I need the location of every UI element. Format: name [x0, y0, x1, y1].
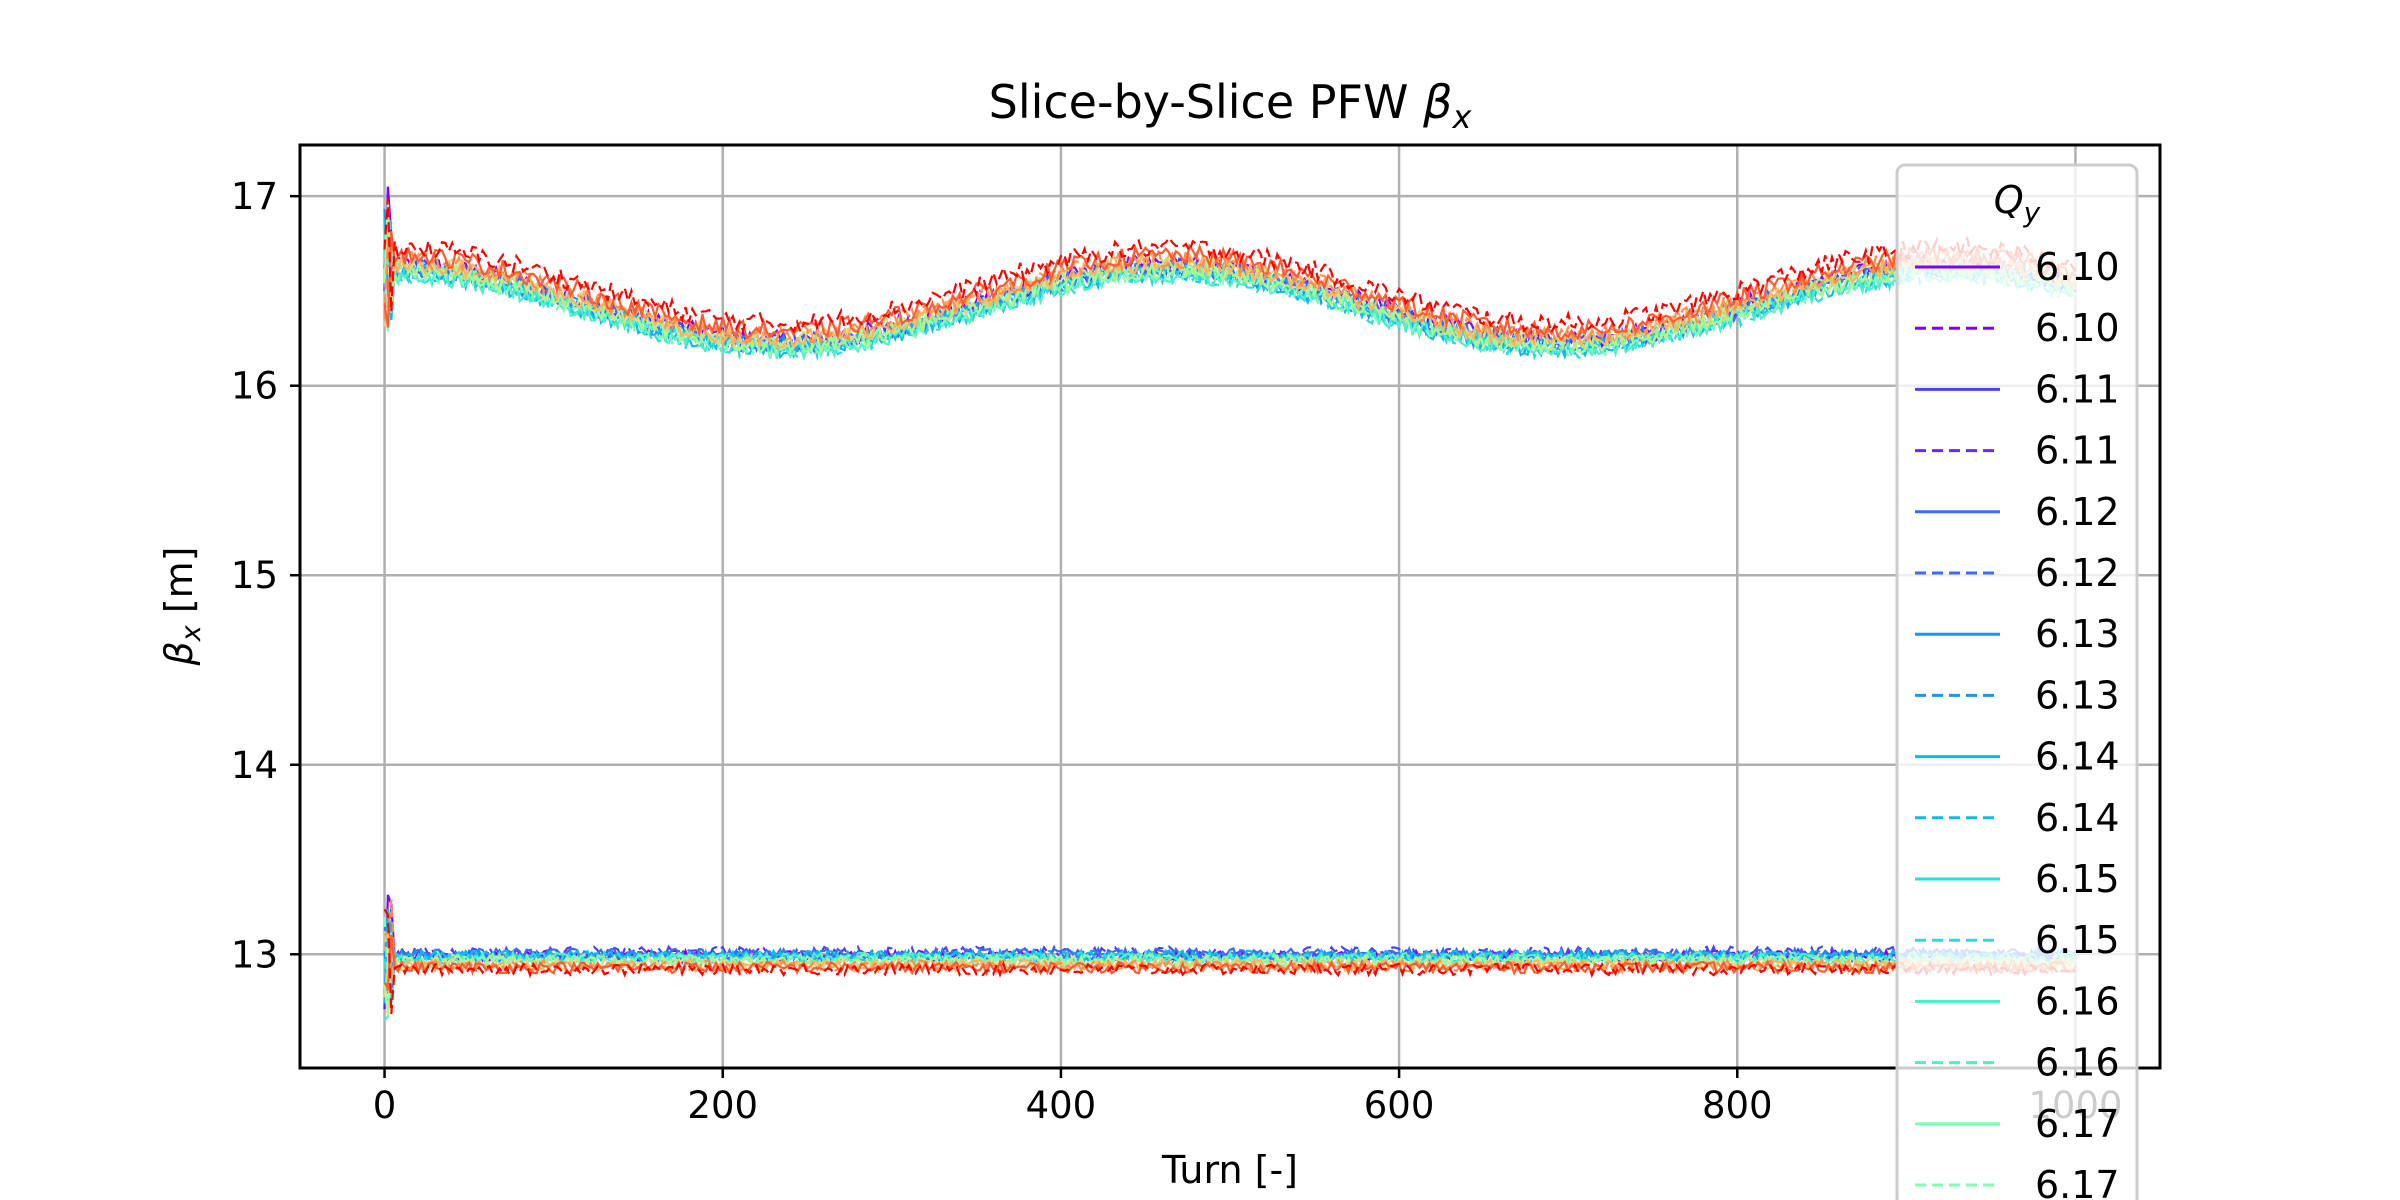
legend-label: 6.17 [2035, 1163, 2120, 1200]
series-line-lower [383, 949, 2076, 1001]
legend-label: 6.11 [2035, 367, 2120, 411]
y-axis-label: βx [m] [157, 547, 207, 667]
series-line-lower [383, 946, 2076, 998]
plot-frame [298, 143, 2162, 1070]
legend-label: 6.11 [2035, 429, 2120, 473]
series-line-upper [383, 247, 2077, 352]
x-tick-label: 600 [1364, 1084, 1435, 1127]
series-line-lower [383, 899, 2077, 975]
y-tick-label: 17 [231, 175, 278, 218]
series-line-upper [383, 198, 2077, 336]
legend-label: 6.13 [2035, 612, 2120, 656]
series-line-lower [383, 916, 2076, 981]
legend-label: 6.14 [2035, 796, 2120, 840]
legend-label: 6.17 [2035, 1102, 2120, 1146]
legend: Qy 6.106.106.116.116.126.126.136.136.146… [1895, 163, 2139, 1200]
x-tick-label: 0 [373, 1084, 397, 1127]
legend-label: 6.14 [2035, 735, 2120, 779]
x-tick-label: 800 [1702, 1084, 1773, 1127]
y-tick-label: 13 [231, 933, 278, 976]
y-tick-label: 16 [231, 365, 278, 408]
legend-label: 6.16 [2035, 979, 2120, 1023]
y-tick-label: 15 [231, 554, 278, 597]
series-line-lower [383, 908, 2077, 1015]
x-tick-label: 200 [687, 1084, 758, 1127]
legend-label: 6.10 [2035, 306, 2120, 350]
legend-label: 6.12 [2035, 490, 2120, 534]
legend-label: 6.15 [2035, 918, 2120, 962]
x-tick-label: 400 [1026, 1084, 1097, 1127]
legend-label: 6.16 [2035, 1041, 2120, 1085]
legend-entries: 6.10 6.10 6.11 6.11 6.12 6.12 6.13 6.13 6.14 6.14… [1915, 245, 2120, 1200]
series-line-upper [383, 238, 2077, 345]
plot-lines [383, 186, 2077, 1022]
legend-label: 6.12 [2035, 551, 2120, 595]
legend-label: 6.13 [2035, 673, 2120, 717]
x-axis-label: Turn [-] [1161, 1148, 1298, 1192]
series-line-upper [383, 231, 2077, 342]
legend-label: 6.15 [2035, 857, 2120, 901]
y-tick-label: 14 [231, 744, 278, 787]
legend-label: 6.10 [2035, 245, 2120, 289]
chart-title: Slice-by-Slice PFW βx [989, 75, 1473, 136]
legend-title: Qy [1994, 178, 2041, 229]
